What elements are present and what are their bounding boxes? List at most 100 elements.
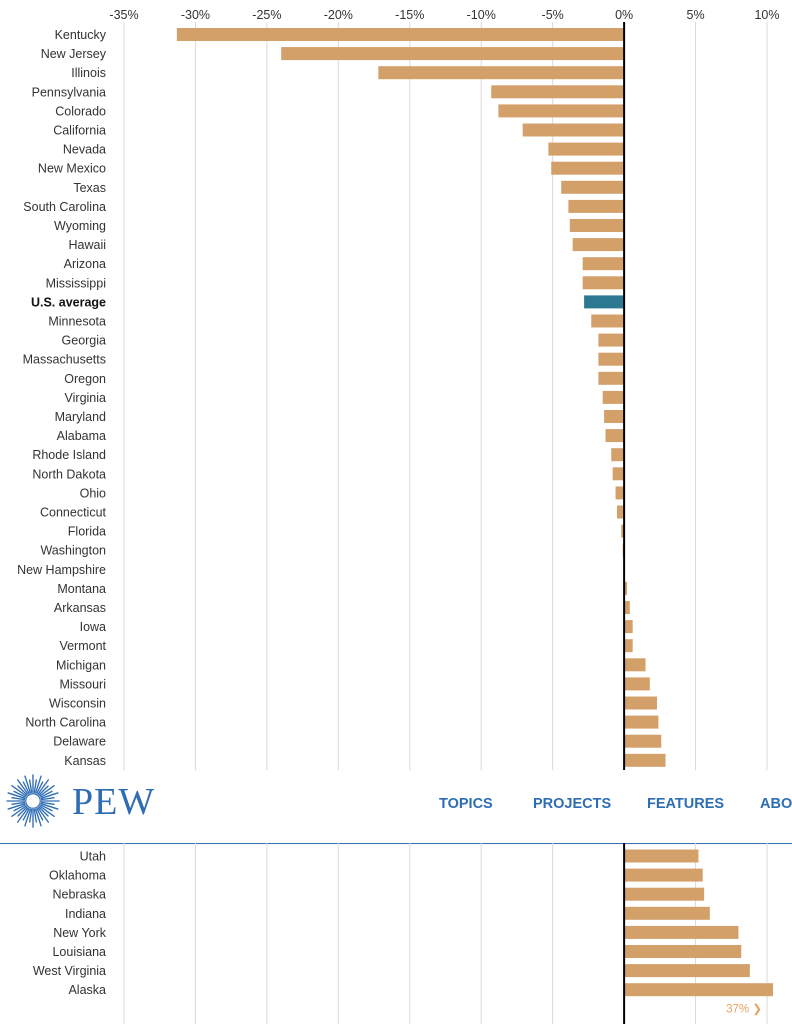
state-label-utah: Utah [80, 850, 106, 864]
bar-texas [561, 180, 625, 194]
bar-iowa [624, 620, 633, 634]
bar-oregon [598, 371, 625, 385]
bar-arizona [582, 257, 625, 271]
state-label-north-carolina: North Carolina [25, 716, 106, 730]
state-label-rhode-island: Rhode Island [32, 448, 106, 462]
state-label-georgia: Georgia [62, 334, 107, 348]
bar-u-s-average [584, 295, 625, 309]
bar-michigan [624, 658, 646, 672]
chart-bottom-section: Utah Oklahoma Nebraska Indiana New York Louis… [33, 843, 773, 1024]
state-label-virginia: Virginia [65, 391, 107, 405]
state-label-montana: Montana [57, 582, 106, 596]
state-label-arizona: Arizona [64, 257, 106, 271]
bar-oklahoma [624, 868, 703, 882]
x-tick-label: 10% [754, 8, 779, 22]
state-label-oregon: Oregon [64, 372, 106, 386]
state-label-louisiana: Louisiana [52, 945, 106, 959]
site-header: PEW TOPICS PROJECTS FEATURES ABO [0, 770, 792, 844]
state-label-massachusetts: Massachusetts [23, 353, 106, 367]
bar-delaware [624, 734, 662, 748]
state-label-washington: Washington [40, 544, 106, 558]
bar-hawaii [572, 238, 625, 252]
bar-north-dakota [612, 467, 625, 481]
x-tick-label: 0% [615, 8, 633, 22]
bar-illinois [378, 66, 625, 80]
state-label-nebraska: Nebraska [53, 888, 107, 902]
state-label-south-carolina: South Carolina [23, 200, 106, 214]
state-label-colorado: Colorado [55, 104, 106, 118]
state-label-california: California [53, 124, 106, 138]
state-label-ohio: Ohio [80, 486, 106, 500]
state-label-pennsylvania: Pennsylvania [32, 85, 106, 99]
x-tick-label: 5% [687, 8, 705, 22]
state-label-new-mexico: New Mexico [38, 162, 106, 176]
bar-georgia [598, 333, 625, 347]
bar-indiana [624, 906, 710, 920]
state-label-connecticut: Connecticut [40, 506, 107, 520]
pew-wordmark[interactable]: PEW [72, 781, 156, 823]
state-label-minnesota: Minnesota [48, 315, 106, 329]
bar-missouri [624, 677, 650, 691]
bar-ohio [615, 486, 625, 500]
state-label-missouri: Missouri [59, 677, 106, 691]
bar-new-mexico [551, 161, 625, 175]
bar-west-virginia [624, 964, 750, 978]
nav-topics-link[interactable]: TOPICS [439, 796, 493, 812]
state-label-u-s-average: U.S. average [31, 295, 106, 309]
bar-florida [621, 524, 625, 538]
bar-new-york [624, 925, 739, 939]
x-tick-label: -30% [181, 8, 210, 22]
bar-connecticut [616, 505, 625, 519]
bar-maryland [604, 410, 625, 423]
x-tick-label: -5% [542, 8, 564, 22]
state-label-kentucky: Kentucky [55, 28, 107, 42]
bar-arkansas [624, 601, 630, 614]
bar-massachusetts [598, 352, 625, 366]
x-tick-label: -35% [109, 8, 138, 22]
state-label-alabama: Alabama [57, 429, 106, 443]
bar-utah [624, 849, 699, 863]
x-tick-label: -15% [395, 8, 424, 22]
bar-kentucky [176, 28, 625, 41]
state-label-north-dakota: North Dakota [32, 467, 106, 481]
state-label-wisconsin: Wisconsin [49, 697, 106, 711]
state-label-new-york: New York [53, 926, 107, 940]
state-label-iowa: Iowa [80, 620, 106, 634]
bar-colorado [498, 104, 625, 118]
bar-vermont [624, 639, 633, 653]
nav-projects-link[interactable]: PROJECTS [533, 796, 612, 812]
state-label-nevada: Nevada [63, 143, 106, 157]
bar-montana [624, 581, 627, 595]
bar-louisiana [624, 945, 742, 958]
bar-alabama [605, 429, 625, 443]
bar-rhode-island [611, 448, 625, 462]
pew-sunburst-logo-icon[interactable] [4, 772, 62, 830]
state-label-michigan: Michigan [56, 658, 106, 672]
nav-about-link[interactable]: ABO [760, 796, 792, 812]
state-label-florida: Florida [68, 525, 106, 539]
state-label-wyoming: Wyoming [54, 219, 106, 233]
state-label-maryland: Maryland [55, 410, 106, 424]
x-tick-label: -10% [467, 8, 496, 22]
bar-minnesota [591, 314, 625, 328]
bar-north-carolina [624, 715, 659, 729]
nav-features-link[interactable]: FEATURES [647, 796, 725, 812]
bar-wyoming [569, 219, 625, 232]
state-label-illinois: Illinois [71, 66, 106, 80]
state-label-new-jersey: New Jersey [41, 47, 107, 61]
state-label-mississippi: Mississippi [46, 276, 106, 290]
bar-nevada [548, 142, 625, 156]
bar-pennsylvania [491, 85, 625, 99]
state-label-hawaii: Hawaii [68, 238, 106, 252]
bar-nebraska [624, 887, 705, 901]
x-tick-label: -20% [324, 8, 353, 22]
state-label-indiana: Indiana [65, 907, 106, 921]
bar-wisconsin [624, 696, 657, 710]
state-label-west-virginia: West Virginia [33, 964, 106, 978]
bar-new-jersey [281, 47, 625, 61]
bar-virginia [602, 390, 625, 404]
state-label-arkansas: Arkansas [54, 601, 106, 615]
state-label-oklahoma: Oklahoma [49, 869, 106, 883]
bar-south-carolina [568, 199, 625, 213]
bar-kansas [624, 753, 666, 767]
